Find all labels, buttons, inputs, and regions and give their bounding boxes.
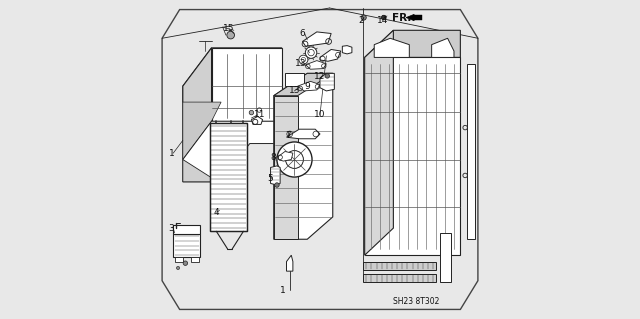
Bar: [173, 234, 200, 257]
Text: 14: 14: [376, 16, 388, 25]
Text: 4: 4: [214, 208, 219, 217]
Polygon shape: [252, 116, 262, 124]
Bar: [467, 64, 475, 239]
Polygon shape: [320, 49, 340, 61]
Text: 1: 1: [280, 286, 286, 295]
Text: 9: 9: [305, 82, 310, 91]
Polygon shape: [162, 10, 478, 309]
Text: 1: 1: [169, 149, 175, 158]
Circle shape: [305, 47, 317, 58]
Circle shape: [275, 183, 279, 187]
Bar: [210, 123, 246, 231]
Circle shape: [177, 266, 180, 270]
Polygon shape: [365, 30, 460, 57]
Circle shape: [381, 15, 386, 20]
Polygon shape: [320, 73, 334, 91]
Text: 13: 13: [295, 59, 307, 68]
Text: 5: 5: [268, 174, 273, 183]
Bar: [440, 233, 451, 282]
Text: 12: 12: [314, 72, 326, 81]
Polygon shape: [175, 257, 183, 262]
Circle shape: [227, 31, 234, 39]
Circle shape: [325, 74, 330, 78]
Circle shape: [183, 261, 188, 265]
Polygon shape: [363, 274, 436, 282]
Polygon shape: [406, 14, 414, 21]
Circle shape: [299, 55, 308, 64]
Text: SH23 8T302: SH23 8T302: [392, 297, 439, 306]
Polygon shape: [278, 152, 293, 161]
Text: 13: 13: [289, 86, 300, 95]
Polygon shape: [183, 121, 282, 182]
Circle shape: [381, 15, 386, 20]
Text: 15: 15: [223, 24, 235, 33]
Polygon shape: [212, 48, 282, 121]
Polygon shape: [365, 30, 394, 255]
Circle shape: [361, 15, 366, 20]
Polygon shape: [303, 32, 331, 46]
Circle shape: [249, 110, 253, 115]
Polygon shape: [183, 48, 282, 102]
Polygon shape: [191, 257, 199, 262]
Polygon shape: [306, 61, 326, 69]
Polygon shape: [183, 48, 212, 160]
Bar: [414, 15, 422, 20]
Polygon shape: [298, 81, 320, 91]
Polygon shape: [342, 46, 352, 54]
Bar: [173, 225, 200, 234]
Text: 7: 7: [285, 131, 291, 140]
Text: 11: 11: [253, 110, 265, 119]
Bar: [210, 123, 246, 231]
Polygon shape: [274, 96, 298, 239]
Polygon shape: [287, 255, 293, 271]
Polygon shape: [363, 262, 436, 270]
Polygon shape: [365, 57, 460, 255]
Polygon shape: [374, 38, 410, 57]
Polygon shape: [431, 38, 454, 57]
Text: FR.: FR.: [392, 12, 412, 23]
Polygon shape: [183, 160, 218, 182]
Polygon shape: [287, 129, 320, 139]
Polygon shape: [274, 73, 333, 96]
Text: 2: 2: [358, 16, 364, 25]
Polygon shape: [271, 166, 280, 185]
Text: 3: 3: [168, 224, 173, 233]
Circle shape: [277, 142, 312, 177]
Text: 10: 10: [314, 110, 326, 119]
Polygon shape: [274, 73, 333, 239]
Text: 8: 8: [271, 153, 276, 162]
Bar: [285, 73, 304, 86]
Text: 6: 6: [300, 29, 305, 38]
Polygon shape: [183, 102, 221, 160]
